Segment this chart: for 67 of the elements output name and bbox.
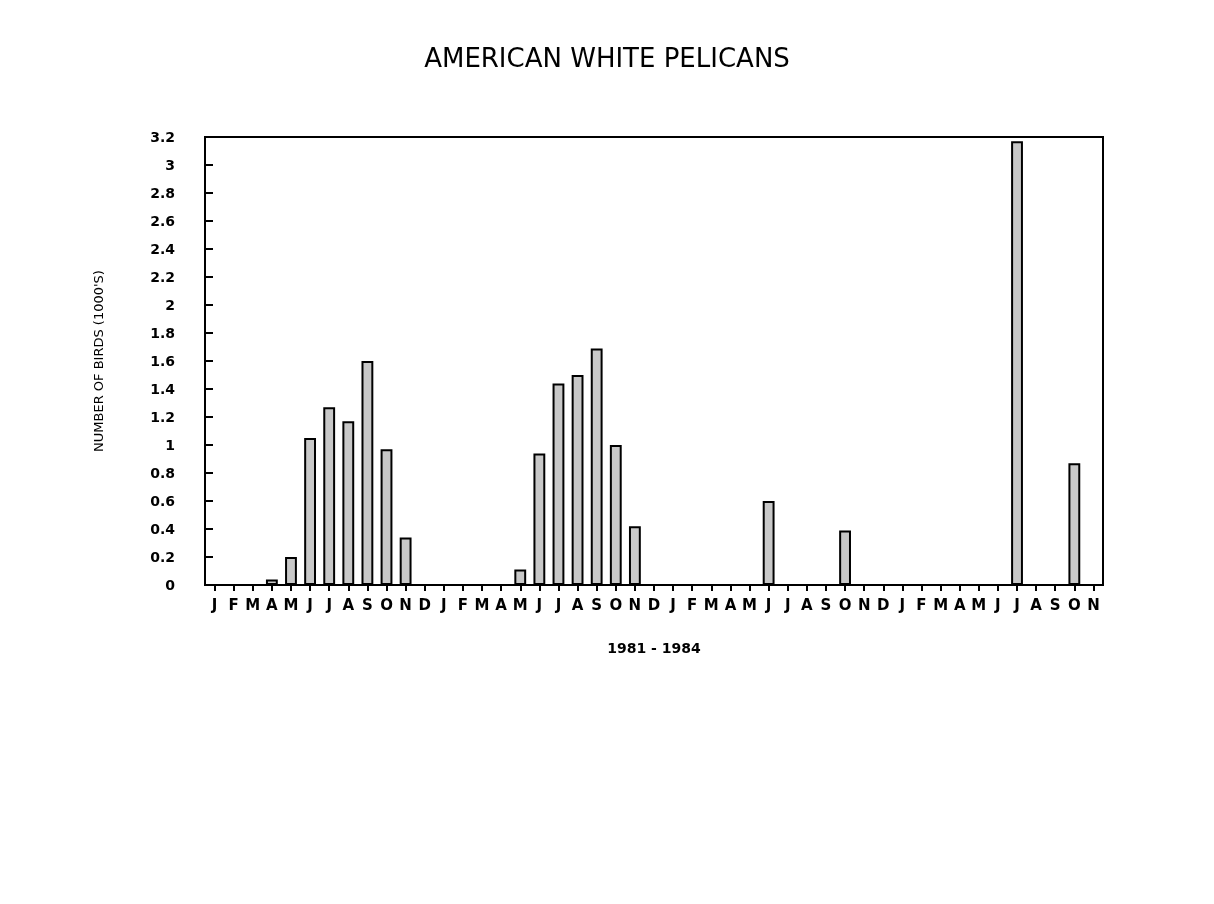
x-tick-label: A — [953, 595, 966, 614]
x-tick-label: A — [495, 595, 508, 614]
x-tick-label: M — [933, 595, 949, 614]
x-tick-label: F — [228, 595, 239, 614]
x-tick-label: A — [342, 595, 355, 614]
x-tick-label: S — [591, 595, 603, 614]
x-tick-label: F — [457, 595, 469, 614]
y-tick-label: 3.2 — [150, 129, 175, 145]
y-tick-label: 2.8 — [150, 185, 175, 201]
x-tick-label: F — [916, 595, 927, 614]
y-tick-label: 2.4 — [150, 241, 176, 257]
x-tick-label: J — [535, 595, 543, 614]
y-tick-label: 0.4 — [150, 521, 176, 537]
x-tick-label: N — [857, 595, 871, 614]
y-tick-label: 1.4 — [150, 381, 176, 397]
x-tick-label: M — [742, 595, 757, 614]
y-tick-label: 2.2 — [150, 269, 175, 285]
y-tick-label: 1.8 — [150, 325, 175, 341]
x-tick-label: A — [266, 595, 279, 614]
x-tick-label: J — [783, 595, 791, 614]
y-tick-label: 0.6 — [150, 493, 175, 509]
x-tick-label: M — [474, 595, 490, 614]
x-tick-label: S — [362, 595, 373, 614]
x-tick-label: M — [245, 595, 261, 614]
x-tick-label: J — [764, 595, 772, 614]
x-axis-title: 1981 - 1984 — [607, 640, 701, 656]
y-tick-label: 1 — [165, 437, 175, 453]
x-tick-label: A — [801, 595, 814, 614]
x-tick-label: J — [440, 595, 447, 614]
x-tick-label: N — [399, 595, 412, 614]
x-tick-label: M — [971, 595, 987, 614]
x-tick-label: J — [669, 595, 676, 614]
x-tick-label: F — [687, 595, 698, 614]
y-axis-title: NUMBER OF BIRDS (1000'S) — [91, 270, 106, 452]
x-tick-label: J — [306, 595, 313, 614]
x-tick-label: M — [283, 595, 299, 614]
y-tick-label: 1.6 — [150, 353, 175, 369]
x-tick-label: S — [820, 595, 832, 614]
x-tick-label: J — [1013, 595, 1020, 614]
x-tick-label: A — [724, 595, 737, 614]
x-tick-label: A — [571, 595, 584, 614]
x-tick-label: D — [418, 595, 431, 614]
y-tick-label: 3 — [165, 157, 175, 173]
x-tick-label: O — [1067, 595, 1081, 614]
x-tick-label: O — [609, 595, 623, 614]
x-tick-label: M — [512, 595, 528, 614]
y-tick-label: 0 — [165, 577, 176, 593]
x-tick-label: J — [210, 595, 218, 614]
y-tick-label: 2.6 — [150, 213, 175, 229]
x-tick-label: D — [647, 595, 661, 614]
y-tick-label: 0.2 — [150, 549, 175, 565]
y-tick-label: 0.8 — [150, 465, 175, 481]
x-tick-label: J — [325, 595, 332, 614]
x-tick-label: O — [838, 595, 852, 614]
x-tick-label: J — [994, 595, 1001, 614]
x-tick-label: M — [703, 595, 719, 614]
x-tick-label: A — [1030, 595, 1043, 614]
x-tick-label: N — [628, 595, 642, 614]
y-tick-label: 2 — [165, 297, 175, 313]
x-tick-label: J — [898, 595, 906, 614]
x-tick-label: D — [877, 595, 890, 614]
x-tick-label: J — [554, 595, 562, 614]
x-tick-label: S — [1049, 595, 1061, 614]
y-tick-label: 1.2 — [150, 409, 175, 425]
x-tick-label: N — [1087, 595, 1100, 614]
chart-title: AMERICAN WHITE PELICANS — [424, 43, 790, 73]
x-tick-label: O — [380, 595, 393, 614]
